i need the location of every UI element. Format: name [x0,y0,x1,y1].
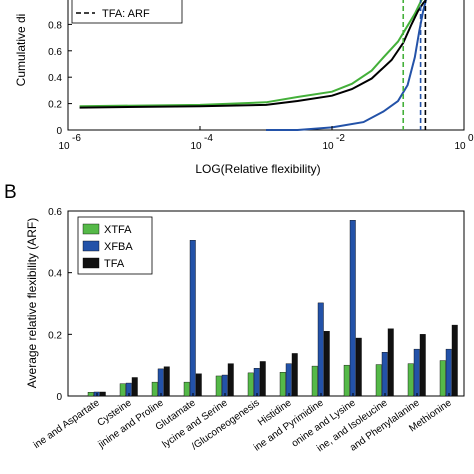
bar-xfba-9 [381,352,388,397]
cdf-line-2 [266,0,428,131]
legend-label-xtfa: XTFA [104,224,132,236]
bar-xfba-11 [445,348,452,397]
cdf-line-0 [79,0,423,108]
panel-b-y-ticks: 0 0.2 0.4 0.6 [48,207,72,403]
panel-a-y-tick-label: 0.6 [48,47,62,58]
bar-xfba-8 [349,220,356,397]
bar-tfa-5 [259,361,266,397]
panel-a-y-tick-label: 0.8 [48,20,62,31]
bar-tfa-3 [195,373,202,397]
panel-a-x-tick-exponent: -2 [336,133,345,144]
panel-a-x-tick-exponent: -6 [72,133,81,144]
bar-tfa-11 [451,324,458,397]
bar-xtfa-6 [279,372,286,397]
bar-xtfa-1 [119,383,126,397]
bar-xtfa-7 [311,365,318,397]
bar-tfa-10 [419,334,426,397]
bar-xfba-4 [221,374,228,397]
bar-xfba-5 [253,368,260,397]
category-label: ine and Aspartate [32,397,102,451]
panel-b-axes-frame [67,210,465,397]
bar-xtfa-2 [151,381,158,397]
panel-b-y-tick-label: 0.6 [48,207,62,218]
panel-a-legend: TFA: ARF [71,0,183,24]
bar-xfba-7 [317,302,324,397]
bar-tfa-7 [323,331,330,397]
bar-xtfa-11 [439,360,446,397]
bar-xtfa-9 [375,364,382,397]
bar-tfa-4 [227,363,234,397]
panel-b-bars [87,220,458,397]
bar-xfba-2 [157,368,164,397]
panel-b-y-tick-label: 0 [56,392,62,403]
bar-tfa-6 [291,353,298,397]
bar-tfa-8 [355,337,362,397]
legend-label-xfba: XFBA [104,241,133,253]
bar-xtfa-10 [407,363,414,397]
panel-a-x-tick-exponent: -4 [204,133,213,144]
panel-b-letter: B [4,182,17,203]
panel-a-y-axis-label: Cumulative di [14,14,28,87]
panel-a-legend-box [71,0,183,24]
panel-a-y-tick-label: 0 [56,126,62,137]
bar-tfa-1 [131,377,138,397]
bar-xfba-6 [285,363,292,397]
bar-xfba-3 [189,240,196,397]
bar-xtfa-3 [183,381,190,397]
panel-a-y-ticks: 0 0.2 0.4 0.6 0.8 [48,20,72,137]
bar-xtfa-5 [247,372,254,397]
legend-swatch-tfa [82,257,100,269]
panel-a-x-tick-base: 10 [322,141,334,152]
legend-swatch-xfba [82,240,100,252]
bar-tfa-9 [387,328,394,397]
bar-xtfa-0 [87,392,94,397]
panel-b-y-tick-label: 0.2 [48,330,62,341]
legend-swatch-xtfa [82,223,100,235]
arf-bar-panel: B 0 0.2 0.4 0.6 ine and AspartateCysteineji… [4,182,465,454]
panel-a-y-tick-label: 0.4 [48,73,62,84]
bar-xtfa-8 [343,364,350,397]
panel-a-x-tick-base: 10 [454,141,466,152]
bar-xtfa-4 [215,375,222,397]
panel-a-threshold-lines [402,0,427,130]
cdf-line-1 [79,0,428,109]
panel-a-legend-label: TFA: ARF [102,8,150,20]
panel-a-x-tick-base: 10 [190,141,202,152]
panel-b-legend: XTFA XFBA TFA [77,216,153,275]
panel-a-x-tick-base: 10 [58,141,70,152]
legend-label-tfa: TFA [104,258,125,270]
panel-a-x-axis-label: LOG(Relative flexibility) [195,162,320,176]
panel-b-y-axis-label: Average relative flexibility (ARF) [25,218,39,389]
bar-tfa-0 [99,391,106,397]
panel-a-y-tick-label: 0.2 [48,100,62,111]
panel-a-x-tick-exponent: 0 [468,133,474,144]
bar-xfba-10 [413,348,420,397]
panel-b-y-tick-label: 0.4 [48,269,62,280]
bar-tfa-2 [163,366,170,397]
